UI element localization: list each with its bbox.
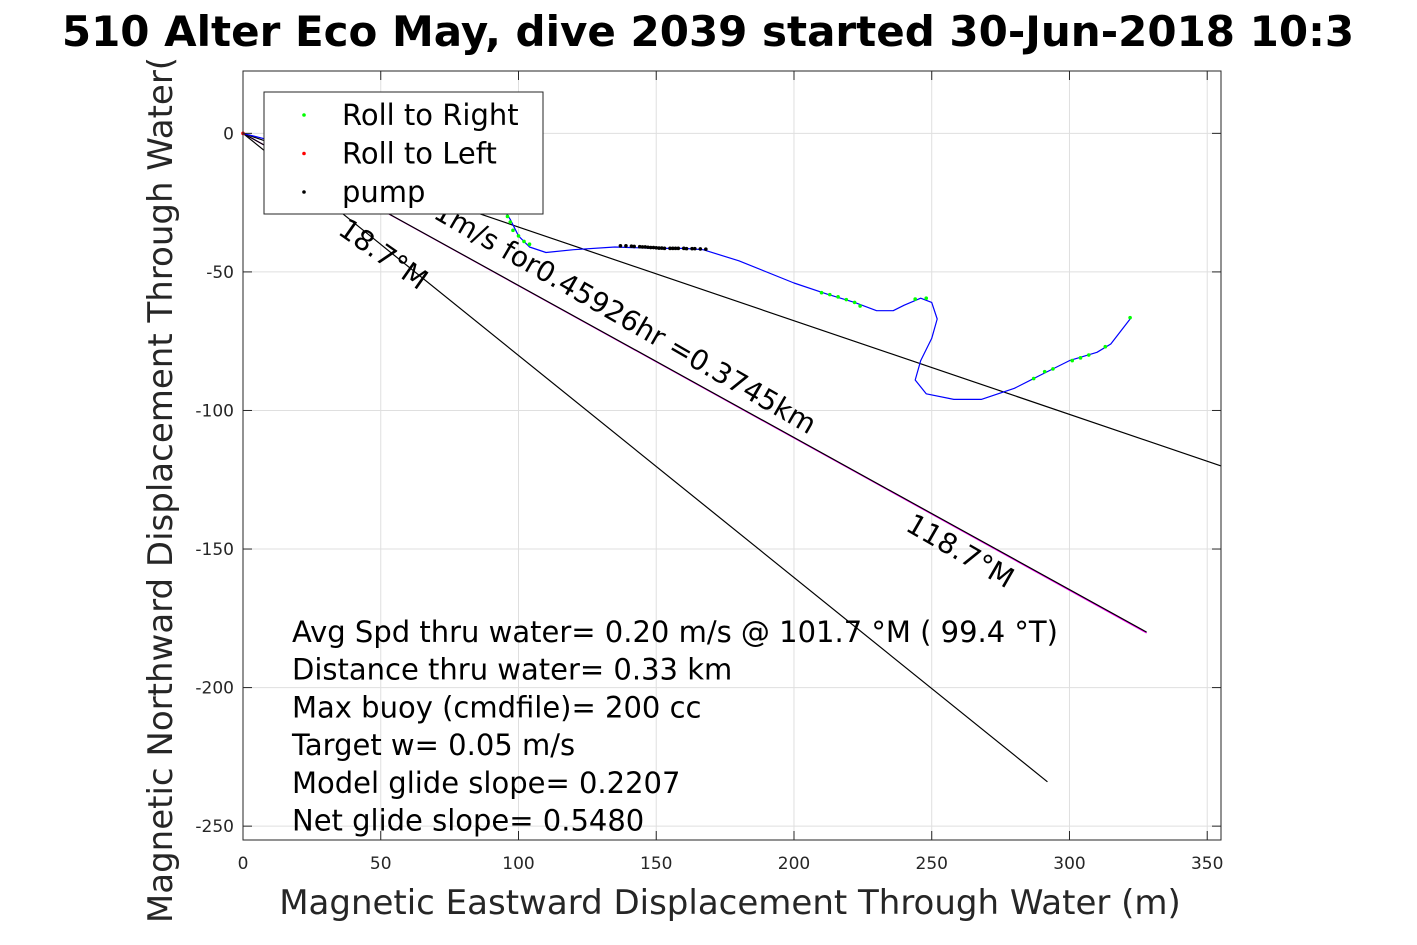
roll-right-point-4 [522, 239, 526, 244]
pump-point-18 [681, 246, 686, 251]
x-tick-label-7: 350 [1191, 854, 1223, 874]
y-tick-label-5: -250 [195, 817, 234, 837]
y-tick-label-4: -200 [195, 679, 234, 699]
stat-line-1: Distance thru water= 0.33 km [292, 653, 732, 687]
axis-ticks: 0 50 100 150 200 250 300 350 0 -50 -100 -150 -200 -25… [195, 71, 1223, 874]
legend-box [263, 91, 544, 215]
x-tick-label-6: 300 [1053, 854, 1085, 874]
line-label-1: 51m/s for0.45926hr =0.3745km [413, 186, 822, 441]
line-label-2: 118.7°M [901, 507, 1020, 595]
stat-line-3: Target w= 0.05 m/s [291, 728, 575, 762]
chart-title: 510 Alter Eco May, dive 2039 started 30-… [62, 7, 1354, 56]
stat-line-5: Net glide slope= 0.5480 [292, 804, 644, 838]
pump-point-14 [668, 246, 672, 251]
reference-lines [242, 132, 1222, 783]
pump-point-22 [698, 247, 703, 251]
roll-right-point-13 [924, 296, 929, 301]
roll-right-point-1 [508, 220, 513, 224]
pump-point-2 [629, 244, 634, 248]
pump-point-16 [673, 246, 678, 251]
pump-point-7 [646, 245, 650, 250]
stat-line-0: Avg Spd thru water= 0.20 m/s @ 101.7 °M … [292, 615, 1058, 649]
stat-line-4: Model glide slope= 0.2207 [292, 766, 680, 800]
y-tick-label-1: -50 [206, 263, 234, 283]
roll-right-point-12 [913, 297, 918, 301]
roll-right-point-5 [527, 242, 532, 246]
roll-right-point-20 [1103, 344, 1108, 349]
pump-point-10 [654, 246, 659, 250]
y-axis-label: Magnetic Northward Displacement Through … [141, 57, 181, 923]
marker-points [241, 131, 1132, 381]
legend-marker-1 [302, 151, 306, 156]
roll-right-point-14 [1031, 376, 1036, 381]
axes-box [242, 70, 1222, 841]
y-tick-label-3: -150 [195, 540, 234, 560]
pump-point-5 [640, 245, 645, 249]
pump-point-8 [648, 245, 653, 250]
line-label-0: 18.7°M [333, 212, 434, 297]
roll-right-point-18 [1078, 356, 1083, 360]
pump-point-1 [624, 244, 628, 248]
pump-point-6 [643, 245, 648, 249]
legend-label-2: pump [342, 175, 425, 209]
legend: Roll to Right Roll to Left pump [263, 91, 544, 215]
heading-line-black [242, 132, 1147, 633]
legend-marker-0 [302, 113, 306, 117]
roll-right-point-9 [844, 297, 849, 302]
pump-point-23 [704, 247, 708, 251]
pump-point-9 [651, 245, 656, 250]
stat-line-2: Max buoy (cmdfile)= 200 cc [292, 690, 701, 724]
pump-point-4 [637, 244, 642, 249]
stats-annotations: Avg Spd thru water= 0.20 m/s @ 101.7 °M … [291, 615, 1058, 838]
roll-right-point-6 [819, 290, 824, 295]
pump-point-12 [659, 246, 664, 250]
pump-point-20 [690, 246, 694, 251]
roll-right-point-3 [516, 234, 521, 238]
legend-marker-2 [302, 190, 306, 194]
x-axis-label: Magnetic Eastward Displacement Through W… [279, 883, 1181, 923]
pump-point-17 [676, 246, 681, 251]
roll-right-point-7 [828, 292, 832, 297]
legend-label-1: Roll to Left [342, 137, 497, 171]
roll-right-point-17 [1070, 358, 1075, 363]
pump-point-13 [662, 246, 667, 251]
pump-point-11 [657, 246, 661, 250]
x-tick-label-3: 150 [640, 854, 672, 874]
x-tick-label-4: 200 [778, 854, 810, 874]
pump-point-3 [632, 244, 636, 249]
roll-right-point-16 [1051, 367, 1055, 371]
x-tick-label-1: 50 [370, 854, 392, 874]
x-tick-label-5: 250 [916, 854, 948, 874]
roll-right-point-2 [511, 228, 515, 233]
x-tick-label-0: 0 [238, 854, 249, 874]
roll-right-point-10 [852, 300, 857, 305]
pump-point-19 [684, 246, 689, 251]
pump-point-0 [618, 244, 623, 248]
grid-lines [242, 71, 1221, 840]
roll-right-point-21 [1128, 315, 1132, 320]
y-tick-label-0: 0 [223, 124, 234, 144]
pump-point-21 [693, 246, 697, 251]
legend-label-0: Roll to Right [342, 98, 519, 132]
roll-right-point-19 [1086, 353, 1091, 357]
roll-right-point-15 [1042, 369, 1047, 374]
pump-point-15 [670, 246, 675, 251]
y-tick-label-2: -100 [195, 401, 234, 421]
roll-right-point-11 [858, 304, 862, 308]
roll-right-point-0 [505, 214, 510, 219]
roll-right-point-8 [836, 295, 840, 299]
x-tick-label-2: 100 [502, 854, 534, 874]
lower-reference [242, 132, 1048, 783]
